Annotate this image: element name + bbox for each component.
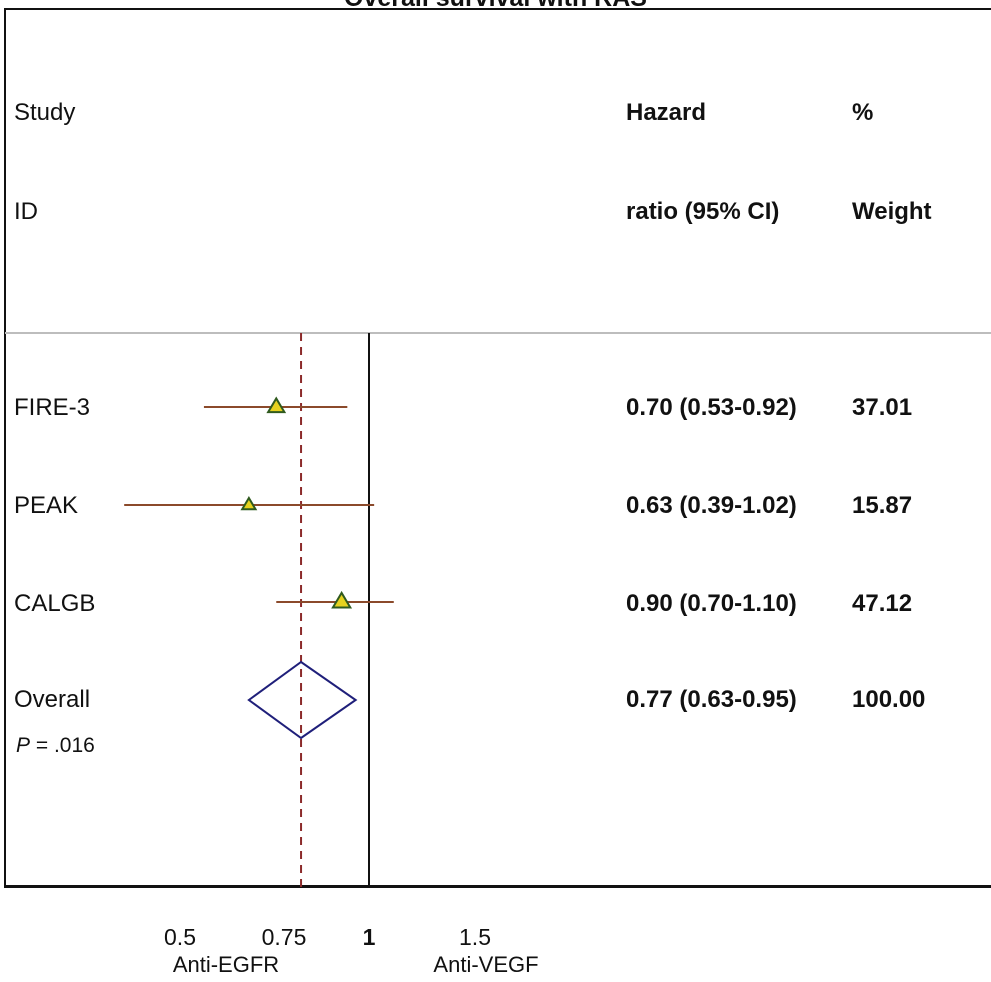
overall-weight: 100.00 [852, 686, 926, 713]
study-weight-peak: 15.87 [852, 492, 913, 519]
header-weight: Weight [852, 198, 932, 225]
x-tick-label-0.5: 0.5 [164, 924, 196, 950]
plot-frame [4, 8, 991, 888]
study-weight-fire3: 37.01 [852, 394, 913, 421]
overall-p-value: P = .016 [16, 734, 95, 758]
x-side-label-left: Anti-EGFR [172, 952, 280, 977]
header-ratio: ratio (95% CI) [626, 198, 780, 225]
marker-peak [240, 496, 258, 511]
header-id: ID [14, 198, 38, 225]
p-value-text: = .016 [30, 734, 95, 757]
overall-id: Overall [14, 686, 91, 713]
header-study: Study [14, 99, 76, 126]
study-hr-fire3: 0.70 (0.53-0.92) [626, 394, 797, 421]
header-percent: % [852, 99, 874, 126]
study-hr-peak: 0.63 (0.39-1.02) [626, 492, 797, 519]
study-weight-calgb: 47.12 [852, 590, 913, 617]
p-symbol: P [16, 734, 31, 757]
marker-calgb [331, 590, 353, 609]
overall-diamond [247, 660, 358, 740]
header-hazard: Hazard [626, 99, 707, 126]
x-side-label-right: Anti-VEGF [433, 952, 539, 977]
x-tick-label-1: 1 [362, 924, 376, 950]
study-hr-calgb: 0.90 (0.70-1.10) [626, 590, 797, 617]
study-id-fire3: FIRE-3 [14, 394, 91, 421]
marker-fire3 [266, 396, 287, 414]
study-id-peak: PEAK [14, 492, 79, 519]
overall-hr: 0.77 (0.63-0.95) [626, 686, 797, 713]
x-tick-label-0.75: 0.75 [261, 924, 307, 950]
x-tick-label-1.5: 1.5 [459, 924, 491, 950]
study-id-calgb: CALGB [14, 590, 96, 617]
